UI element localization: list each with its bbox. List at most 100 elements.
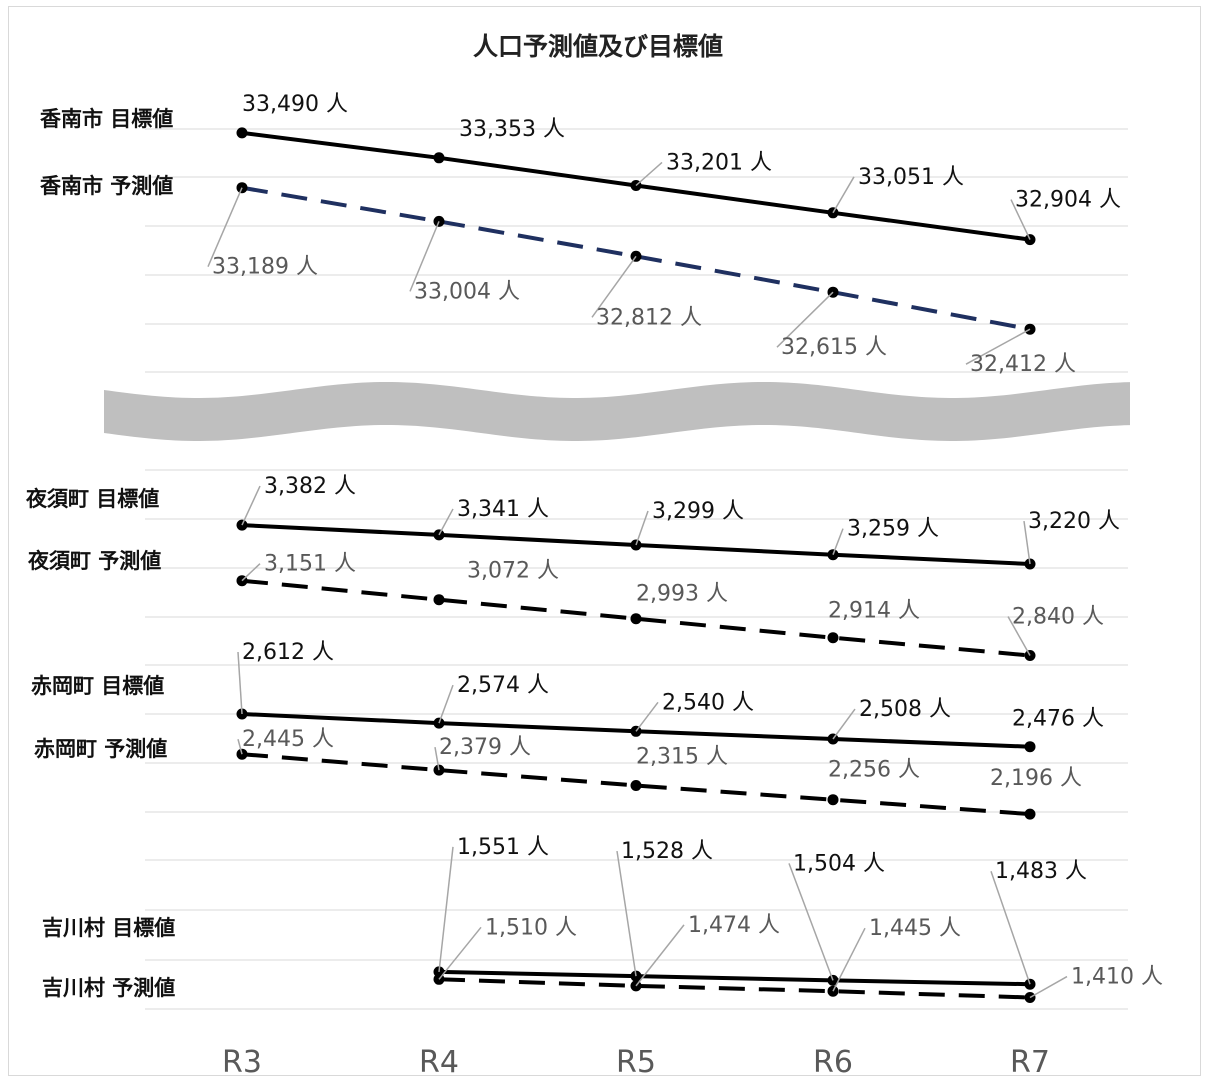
leader-line xyxy=(1029,975,1068,999)
data-label: 1,474 人 xyxy=(688,913,780,938)
x-tick-label: R7 xyxy=(1010,1045,1050,1080)
leader-line xyxy=(438,846,454,972)
leader-line xyxy=(241,485,261,526)
data-label: 2,914 人 xyxy=(828,599,920,624)
data-label: 2,196 人 xyxy=(990,766,1082,791)
data-label: 33,189 人 xyxy=(212,255,318,280)
leader-line xyxy=(635,924,685,987)
leader-line xyxy=(207,187,243,267)
data-label: 3,151 人 xyxy=(264,552,356,577)
data-point xyxy=(1024,741,1036,753)
data-label: 3,259 人 xyxy=(847,517,939,542)
leader-line xyxy=(237,651,243,715)
x-axis-ticks: R3 R4 R5 R6 R7 xyxy=(222,1045,1050,1080)
data-label: 2,476 人 xyxy=(1012,707,1104,732)
data-label: 3,341 人 xyxy=(457,497,549,522)
data-point xyxy=(236,127,248,139)
chart-marks xyxy=(236,127,1036,1003)
leader-line xyxy=(1023,520,1031,565)
axis-break-wave xyxy=(104,382,1130,441)
data-label: 1,551 人 xyxy=(457,835,549,860)
data-label: 1,445 人 xyxy=(869,916,961,941)
leader-line xyxy=(776,291,834,348)
series-line xyxy=(438,969,1031,987)
leader-line xyxy=(237,738,243,755)
leader-line xyxy=(241,563,261,582)
leader-line xyxy=(832,708,856,740)
leader-line xyxy=(591,255,637,318)
data-label: 1,528 人 xyxy=(621,839,713,864)
leader-line xyxy=(635,701,659,732)
data-label: 32,904 人 xyxy=(1015,188,1121,213)
series-name-label: 赤岡町 目標値 xyxy=(31,674,164,698)
data-point xyxy=(630,613,642,625)
series-name-label: 夜須町 目標値 xyxy=(25,487,159,511)
data-labels: 33,490 人 33,353 人 33,201 人 33,051 人 32,904 人… xyxy=(207,92,1163,999)
data-label: 2,840 人 xyxy=(1012,605,1104,630)
data-label: 32,412 人 xyxy=(970,352,1076,377)
data-label: 3,220 人 xyxy=(1028,509,1120,534)
leader-line xyxy=(832,927,866,992)
leader-line xyxy=(965,328,1031,365)
series-line xyxy=(438,977,1031,1000)
data-label: 1,510 人 xyxy=(485,915,577,940)
data-label: 33,201 人 xyxy=(666,150,772,175)
data-label: 2,574 人 xyxy=(457,673,549,698)
x-tick-label: R5 xyxy=(616,1045,656,1080)
data-label: 2,315 人 xyxy=(636,744,728,769)
data-label: 2,612 人 xyxy=(242,640,334,665)
series-name-label: 夜須町 予測値 xyxy=(27,549,161,573)
data-label: 33,353 人 xyxy=(459,117,565,142)
leader-line xyxy=(635,510,649,546)
series-line xyxy=(241,578,1031,658)
leader-line xyxy=(438,508,454,536)
chart-title: 人口予測値及び目標値 xyxy=(473,32,723,61)
series-name-label: 赤岡町 予測値 xyxy=(34,737,167,761)
data-label: 2,540 人 xyxy=(662,690,754,715)
x-tick-label: R6 xyxy=(813,1045,853,1080)
data-label: 2,445 人 xyxy=(242,727,334,752)
data-label: 33,490 人 xyxy=(242,92,348,117)
data-point xyxy=(433,594,445,606)
data-label: 3,072 人 xyxy=(467,559,559,584)
data-label: 3,382 人 xyxy=(264,474,356,499)
chart-frame xyxy=(8,6,1201,1076)
series-name-label: 吉川村 予測値 xyxy=(42,976,175,1000)
series-name-label: 香南市 目標値 xyxy=(40,107,173,131)
data-label: 32,615 人 xyxy=(781,335,887,360)
data-point xyxy=(827,632,839,644)
data-label: 33,004 人 xyxy=(414,279,520,304)
series-name-label: 香南市 予測値 xyxy=(40,174,173,198)
leader-line xyxy=(434,746,440,771)
leader-line xyxy=(1010,199,1031,240)
series-line xyxy=(241,185,1031,332)
data-label: 33,051 人 xyxy=(858,165,964,190)
data-point xyxy=(433,152,445,164)
data-point xyxy=(1024,808,1036,820)
data-label: 2,508 人 xyxy=(859,697,951,722)
data-label: 1,504 人 xyxy=(793,851,885,876)
leader-line xyxy=(438,684,454,724)
leader-line xyxy=(832,528,844,555)
leader-line xyxy=(1007,616,1031,656)
data-label: 2,256 人 xyxy=(828,758,920,783)
leader-line xyxy=(438,926,482,980)
x-tick-label: R4 xyxy=(419,1045,459,1080)
data-label: 2,993 人 xyxy=(636,582,728,607)
series-line xyxy=(241,752,1031,817)
data-label: 32,812 人 xyxy=(596,305,702,330)
data-label: 1,483 人 xyxy=(995,859,1087,884)
data-label: 3,299 人 xyxy=(652,499,744,524)
data-point xyxy=(827,794,839,806)
series-name-label: 吉川村 目標値 xyxy=(42,916,175,940)
leader-line xyxy=(409,221,440,292)
leader-line xyxy=(635,161,663,187)
data-point xyxy=(630,780,642,791)
leader-line xyxy=(788,863,834,981)
leader-line xyxy=(832,176,855,214)
data-label: 1,410 人 xyxy=(1071,965,1163,990)
x-tick-label: R3 xyxy=(222,1045,262,1080)
data-label: 2,379 人 xyxy=(439,735,531,760)
